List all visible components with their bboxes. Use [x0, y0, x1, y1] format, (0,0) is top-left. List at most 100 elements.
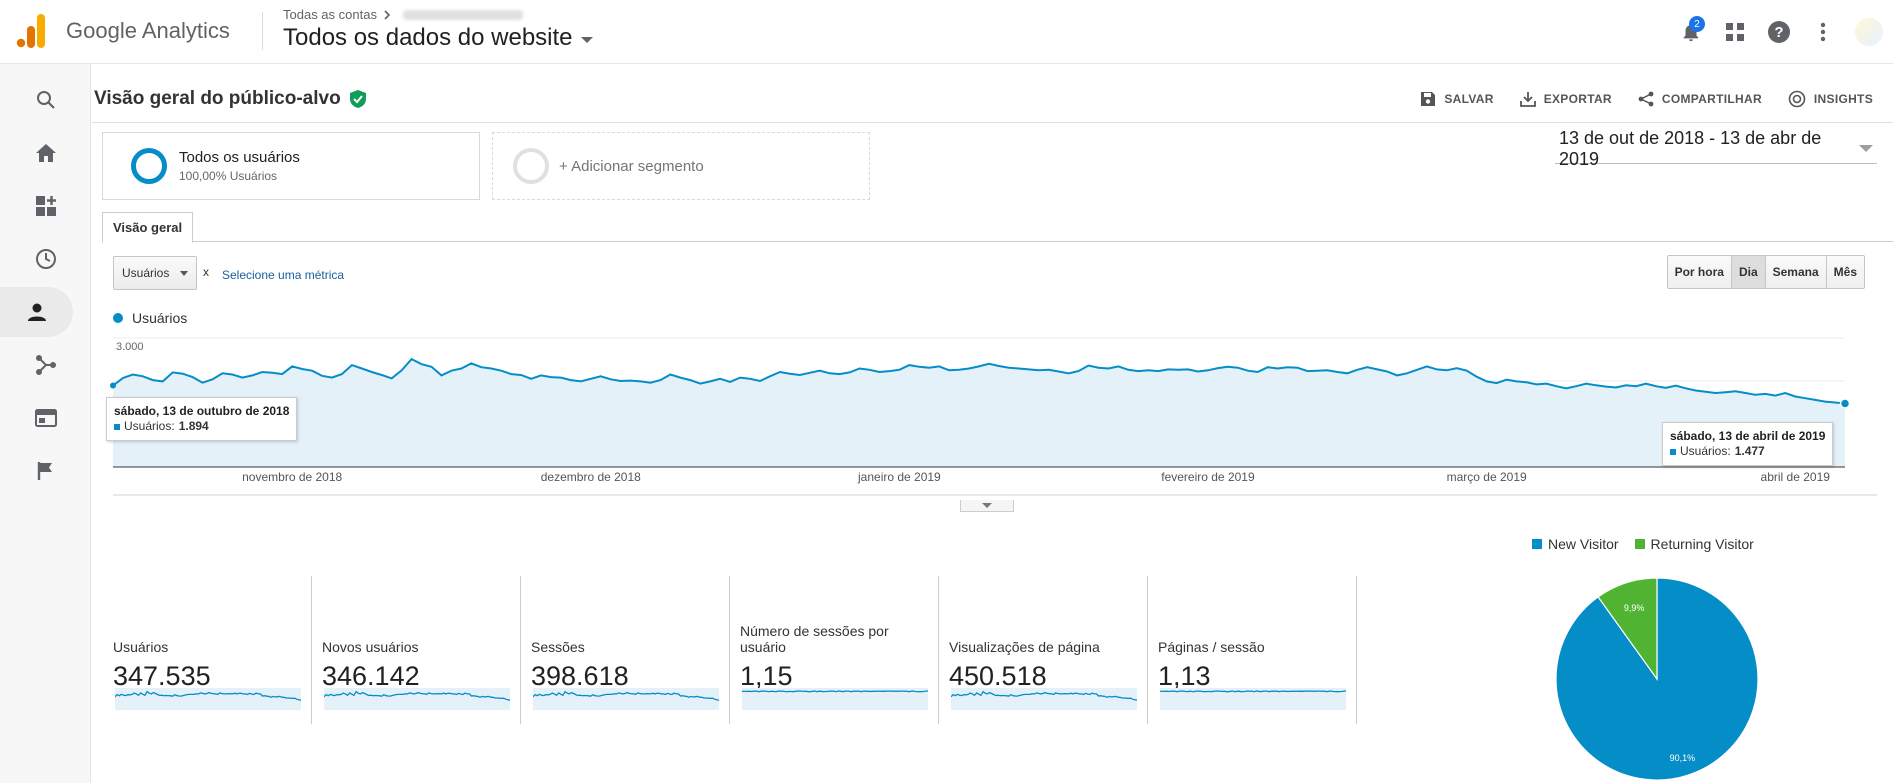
data-point: [1839, 398, 1851, 409]
verified-shield-icon: [349, 90, 366, 108]
granularity-option[interactable]: Por hora: [1667, 256, 1731, 288]
date-range-picker[interactable]: 13 de out de 2018 - 13 de abr de 2019: [1555, 128, 1877, 169]
metric-sparkline: [115, 688, 301, 710]
nav-audience[interactable]: [0, 287, 73, 337]
save-icon: [1421, 92, 1436, 106]
granularity-option[interactable]: Dia: [1730, 256, 1765, 288]
divider: [262, 12, 263, 50]
visitor-type-pie-chart[interactable]: 90,1% 9,9%: [1552, 574, 1762, 784]
metric-label: Número de sessões por usuário: [740, 623, 889, 655]
home-icon: [35, 144, 56, 162]
chevron-right-icon: [384, 9, 391, 20]
google-analytics-logo[interactable]: [16, 14, 46, 48]
top-bar: Google Analytics Todas as contas Todos o…: [0, 0, 1893, 64]
metric-value: 450.518: [949, 661, 1047, 691]
acquisition-icon: [35, 355, 56, 375]
export-button[interactable]: EXPORTAR: [1519, 90, 1612, 108]
caret-down-icon: [982, 503, 992, 508]
legend-label: New Visitor: [1548, 536, 1619, 552]
x-tick-label: abril de 2019: [1761, 470, 1831, 484]
save-button[interactable]: SALVAR: [1420, 90, 1493, 108]
metric-value: 346.142: [322, 661, 420, 691]
tooltip-date: sábado, 13 de outubro de 2018: [114, 404, 290, 418]
divider: [520, 576, 521, 724]
caret-down-icon: [1859, 145, 1873, 152]
insights-label: INSIGHTS: [1813, 92, 1873, 106]
metric-sparkline: [1160, 688, 1346, 710]
metric-label: Páginas / sessão: [1158, 639, 1265, 655]
insights-icon: [1788, 90, 1806, 108]
svg-text:?: ?: [1774, 24, 1783, 41]
granularity-option[interactable]: Semana: [1764, 256, 1826, 288]
nav-acquisition[interactable]: [0, 340, 91, 390]
notifications-button[interactable]: 2: [1669, 10, 1713, 54]
metric-sparkline: [324, 688, 510, 710]
divider: [92, 122, 1893, 123]
segment-percentage: 100,00% Usuários: [179, 169, 278, 183]
legend-new-visitor[interactable]: New Visitor: [1532, 536, 1619, 552]
left-nav: [0, 64, 91, 783]
pie-legend: New Visitor Returning Visitor: [1532, 536, 1754, 552]
more-vert-icon: [1820, 22, 1826, 42]
tooltip-label: Usuários:: [124, 419, 175, 433]
nav-behavior[interactable]: [0, 393, 91, 443]
nav-conversions[interactable]: [0, 446, 91, 496]
help-button[interactable]: ?: [1757, 10, 1801, 54]
series-area: [113, 359, 1845, 467]
caret-down-icon: [580, 37, 593, 43]
caret-down-icon: [180, 270, 188, 276]
nav-search[interactable]: [0, 75, 91, 125]
granularity-toggle: Por hora Dia Semana Mês: [1666, 255, 1865, 289]
report-actions: SALVAR EXPORTAR COMPARTILHAR INSIGHTS: [1420, 90, 1873, 108]
chart-collapse-handle[interactable]: [960, 500, 1014, 512]
segment-ring-icon: [131, 148, 167, 184]
metric-sparkline: [951, 688, 1137, 710]
tooltip-value: 1.477: [1734, 444, 1765, 458]
metric-label: Visualizações de página: [949, 639, 1100, 655]
insights-button[interactable]: INSIGHTS: [1788, 90, 1873, 108]
download-icon: [1519, 92, 1536, 107]
segment-all-users[interactable]: Todos os usuários 100,00% Usuários: [102, 132, 480, 200]
apps-button[interactable]: [1713, 10, 1757, 54]
behavior-icon: [34, 409, 57, 427]
pie-slice-label: 90,1%: [1670, 753, 1696, 763]
chart-legend: Usuários: [113, 310, 187, 326]
share-label: COMPARTILHAR: [1661, 92, 1762, 106]
series-line: [112, 357, 1846, 405]
metric-selected: Usuários: [122, 266, 170, 280]
share-button[interactable]: COMPARTILHAR: [1638, 90, 1762, 108]
avatar[interactable]: [1855, 18, 1883, 46]
granularity-option[interactable]: Mês: [1825, 256, 1864, 288]
legend-marker: [113, 313, 123, 323]
add-segment-button[interactable]: + Adicionar segmento: [492, 132, 870, 200]
view-name: Todos os dados do website: [283, 24, 573, 51]
save-label: SALVAR: [1444, 92, 1494, 106]
metric-value: 347.535: [113, 661, 211, 691]
notification-count: 2: [1689, 16, 1705, 32]
nav-realtime[interactable]: [0, 234, 91, 284]
chart-tooltip-start: sábado, 13 de outubro de 2018 Usuários: 1…: [106, 397, 298, 441]
nav-home[interactable]: [0, 128, 91, 178]
person-icon: [27, 303, 46, 321]
view-selector[interactable]: Todos os dados do website: [283, 24, 593, 52]
tooltip-label: Usuários:: [1680, 444, 1731, 458]
breadcrumb-accounts[interactable]: Todas as contas: [283, 7, 377, 22]
nav-customization[interactable]: [0, 181, 91, 231]
divider: [938, 576, 939, 724]
series-marker: [114, 423, 120, 430]
legend-returning-visitor[interactable]: Returning Visitor: [1634, 536, 1754, 552]
x-tick-label: janeiro de 2019: [857, 470, 941, 484]
tab-overview[interactable]: Visão geral: [102, 212, 194, 243]
search-icon: [36, 91, 55, 109]
legend-label: Usuários: [132, 310, 188, 326]
segment-name: Todos os usuários: [179, 149, 300, 166]
metric-sparkline: [533, 688, 719, 710]
select-metric-link[interactable]: Selecione uma métrica: [222, 268, 345, 282]
breadcrumb[interactable]: Todas as contas: [283, 7, 523, 22]
metric-dropdown[interactable]: Usuários: [113, 256, 197, 290]
pie-slice: [1597, 577, 1658, 681]
more-menu-button[interactable]: [1801, 10, 1845, 54]
redacted-account-name: [402, 9, 523, 20]
help-icon: ?: [1768, 21, 1790, 43]
